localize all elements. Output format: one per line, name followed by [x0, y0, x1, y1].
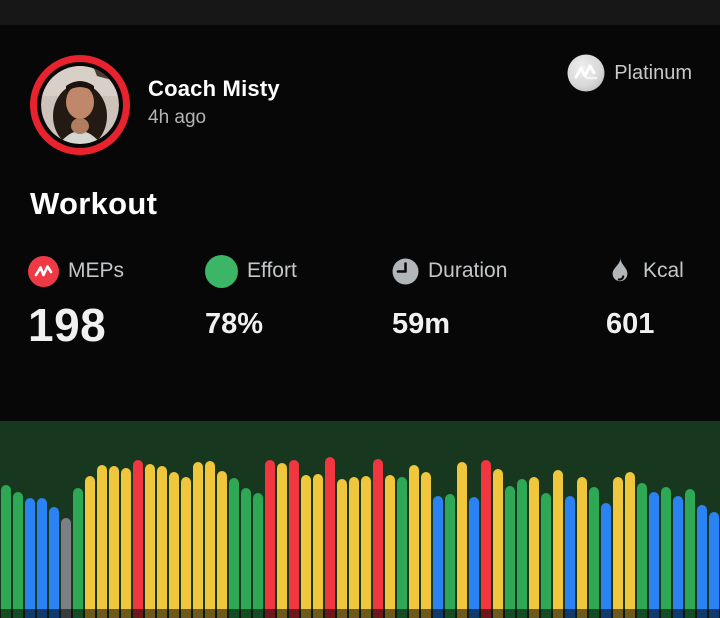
zone-bar-green	[637, 483, 647, 618]
zone-bar-green	[445, 494, 455, 618]
zone-bar-red	[373, 459, 383, 618]
zone-bar-blue	[601, 503, 611, 618]
stat-label-duration: Duration	[428, 259, 508, 282]
platinum-badge: Platinum	[567, 54, 692, 92]
zone-bar-yellow	[217, 471, 227, 618]
zone-bar-yellow	[205, 461, 215, 618]
zone-bar-yellow	[457, 462, 467, 618]
zone-bar-red	[325, 457, 335, 618]
zone-bar-yellow	[385, 475, 395, 618]
zone-bar-blue	[697, 505, 707, 618]
stat-effort: Effort 78%	[205, 254, 297, 339]
zone-bar-yellow	[85, 476, 95, 618]
clock-icon	[392, 258, 419, 284]
zone-bar-yellow	[97, 465, 107, 618]
zone-bar-green	[517, 479, 527, 618]
zone-bar-blue	[709, 512, 719, 618]
stat-meps: MEPs 198	[28, 254, 124, 348]
zone-bar-gray	[61, 518, 71, 618]
zone-bar-blue	[49, 507, 59, 618]
flame-icon	[612, 257, 628, 282]
zone-bar-yellow	[181, 477, 191, 618]
zone-bar-green	[685, 489, 695, 618]
zone-bar-green	[241, 488, 251, 618]
zone-bar-yellow	[409, 465, 419, 618]
zone-bar-green	[1, 485, 11, 618]
post-time: 4h ago	[148, 107, 207, 128]
zone-bar-yellow	[313, 474, 323, 618]
zone-bar-blue	[37, 498, 47, 618]
stat-value-duration: 59m	[392, 308, 451, 340]
zone-bar-yellow	[493, 469, 503, 618]
zone-bar-yellow	[421, 472, 431, 618]
author-name[interactable]: Coach Misty	[148, 76, 280, 101]
stat-kcal: Kcal 601	[606, 254, 684, 339]
zone-bars	[0, 421, 720, 618]
stat-duration: Duration 59m	[392, 254, 507, 339]
zone-bar-yellow	[337, 479, 347, 618]
avatar-photo	[41, 66, 119, 144]
zone-bar-yellow	[553, 470, 563, 618]
badge-label: Platinum	[614, 61, 692, 84]
zone-bar-yellow	[529, 477, 539, 618]
zone-bar-yellow	[169, 472, 179, 618]
status-bar-area	[0, 0, 720, 25]
avatar[interactable]	[30, 55, 130, 155]
zone-bar-blue	[469, 497, 479, 618]
zone-bar-yellow	[625, 472, 635, 618]
zone-bar-yellow	[277, 463, 287, 618]
zone-bar-green	[661, 487, 671, 618]
zone-bar-yellow	[193, 462, 203, 618]
stat-label-kcal: Kcal	[643, 259, 684, 282]
zone-bar-yellow	[577, 477, 587, 618]
zone-bar-green	[253, 493, 263, 618]
zone-bar-yellow	[109, 466, 119, 618]
zone-bar-blue	[673, 496, 683, 618]
zone-bar-yellow	[157, 466, 167, 618]
stat-label-meps: MEPs	[68, 259, 125, 282]
meps-pulse-icon	[28, 255, 59, 287]
zone-bar-blue	[565, 496, 575, 618]
zone-bar-green	[505, 486, 515, 618]
zone-bar-yellow	[361, 476, 371, 618]
zone-bar-green	[73, 488, 83, 618]
zone-bar-green	[229, 478, 239, 618]
zone-bar-blue	[649, 492, 659, 618]
zone-bar-green	[541, 493, 551, 618]
zone-bar-blue	[433, 496, 443, 618]
zone-bar-red	[133, 460, 143, 618]
effort-dot-icon	[205, 254, 238, 288]
zone-bar-red	[265, 460, 275, 618]
post-title: Workout	[30, 186, 158, 221]
myzone-medal-icon	[567, 54, 605, 92]
zone-bar-yellow	[145, 464, 155, 618]
zone-chart[interactable]	[0, 421, 720, 618]
zone-bar-yellow	[349, 477, 359, 618]
zone-bar-yellow	[613, 477, 623, 618]
zone-bar-blue	[25, 498, 35, 618]
zone-bar-yellow	[121, 468, 131, 618]
zone-bar-yellow	[301, 475, 311, 618]
stat-value-meps: 198	[28, 299, 107, 351]
zone-bar-red	[481, 460, 491, 618]
zone-bar-green	[397, 477, 407, 618]
zone-bar-green	[13, 492, 23, 618]
stat-value-effort: 78%	[205, 308, 264, 340]
zone-bar-red	[289, 460, 299, 618]
zone-bar-green	[589, 487, 599, 618]
stat-label-effort: Effort	[247, 259, 297, 282]
stat-value-kcal: 601	[606, 308, 655, 340]
